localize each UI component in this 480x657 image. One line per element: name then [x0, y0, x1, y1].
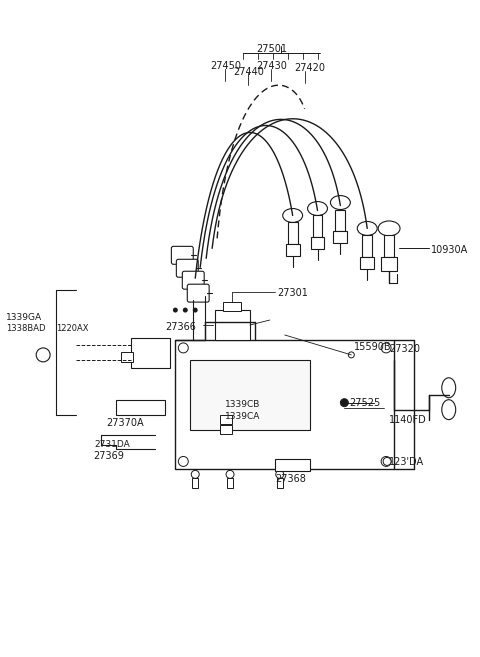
- Text: 27501: 27501: [256, 44, 287, 55]
- Circle shape: [381, 343, 391, 353]
- Bar: [215, 310, 250, 340]
- FancyBboxPatch shape: [187, 284, 209, 302]
- Text: 123'DA: 123'DA: [389, 457, 424, 467]
- Ellipse shape: [330, 196, 350, 210]
- Circle shape: [383, 457, 391, 465]
- Bar: [362, 235, 372, 258]
- Circle shape: [381, 457, 391, 466]
- Text: 27301: 27301: [277, 288, 308, 298]
- Bar: [277, 478, 283, 488]
- Bar: [175, 340, 394, 469]
- Circle shape: [179, 457, 188, 466]
- Bar: [384, 235, 394, 258]
- Bar: [286, 244, 300, 256]
- Bar: [192, 478, 198, 488]
- Text: 10930A: 10930A: [431, 245, 468, 256]
- Bar: [190, 360, 310, 430]
- Text: 27450: 27450: [210, 61, 241, 71]
- Circle shape: [36, 348, 50, 362]
- Text: 1220AX: 1220AX: [56, 324, 89, 333]
- Text: 1339GA: 1339GA: [6, 313, 43, 322]
- Text: 1339CA: 1339CA: [225, 412, 261, 420]
- Circle shape: [348, 352, 354, 358]
- Bar: [131, 338, 170, 368]
- Bar: [334, 231, 348, 243]
- Text: 27368: 27368: [275, 474, 306, 484]
- Circle shape: [173, 307, 178, 313]
- Text: 27366: 27366: [166, 322, 196, 332]
- Text: 27370A: 27370A: [106, 418, 144, 428]
- Bar: [275, 459, 310, 471]
- Bar: [223, 302, 241, 311]
- FancyBboxPatch shape: [176, 260, 198, 277]
- Ellipse shape: [378, 221, 400, 236]
- Bar: [288, 223, 298, 244]
- Text: 27525: 27525: [349, 397, 381, 408]
- FancyBboxPatch shape: [171, 246, 193, 264]
- Circle shape: [276, 470, 284, 478]
- Circle shape: [193, 307, 198, 313]
- Text: 2731DA: 2731DA: [95, 440, 131, 449]
- FancyBboxPatch shape: [182, 271, 204, 289]
- Bar: [227, 478, 233, 488]
- Ellipse shape: [442, 378, 456, 397]
- Text: 1338BAD: 1338BAD: [6, 324, 46, 333]
- Bar: [116, 399, 166, 415]
- Text: 27430: 27430: [256, 61, 287, 71]
- Text: 27440: 27440: [233, 67, 264, 77]
- Text: 1140FD: 1140FD: [389, 415, 427, 424]
- Circle shape: [340, 399, 348, 407]
- Bar: [360, 258, 374, 269]
- Bar: [312, 215, 323, 237]
- Circle shape: [191, 470, 199, 478]
- Ellipse shape: [442, 399, 456, 420]
- Ellipse shape: [308, 202, 327, 215]
- Circle shape: [179, 343, 188, 353]
- Text: 27369: 27369: [93, 451, 124, 461]
- Bar: [220, 424, 232, 434]
- Bar: [311, 237, 324, 250]
- Bar: [336, 210, 345, 231]
- Circle shape: [226, 470, 234, 478]
- Bar: [120, 352, 132, 362]
- Ellipse shape: [283, 208, 302, 223]
- Text: 27320: 27320: [389, 344, 420, 354]
- Bar: [381, 258, 397, 271]
- Text: 1339CB: 1339CB: [225, 399, 261, 409]
- Circle shape: [183, 307, 188, 313]
- Text: 15590B: 15590B: [354, 342, 392, 352]
- Bar: [220, 415, 232, 424]
- Text: 27420: 27420: [295, 63, 325, 73]
- Ellipse shape: [357, 221, 377, 235]
